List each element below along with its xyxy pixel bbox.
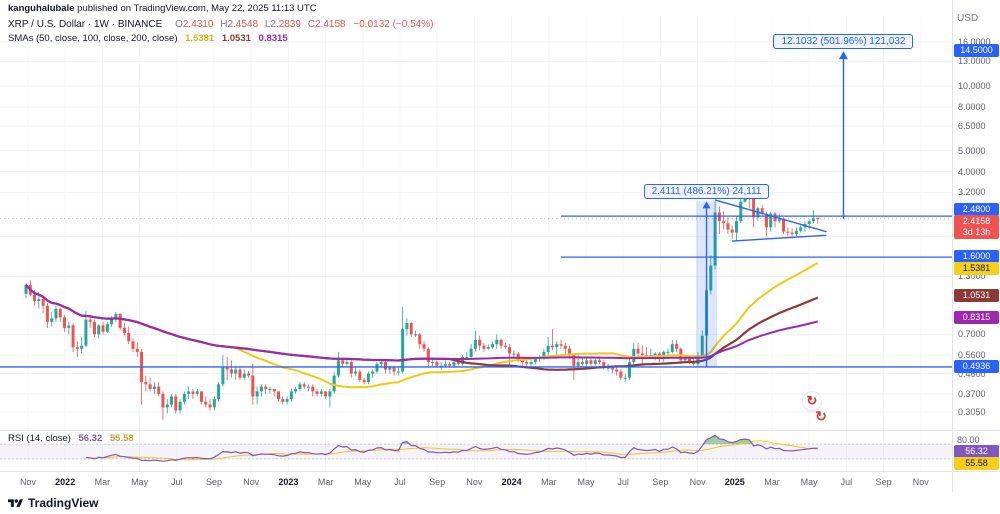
high-label: H (220, 19, 228, 30)
close-value: 2.4158 (315, 19, 346, 30)
symbol-legend[interactable]: XRP / U.S. Dollar · 1W · BINANCE O2.4310… (8, 19, 433, 30)
time-label-Nov: Nov (19, 477, 37, 487)
time-label-Nov: Nov (243, 477, 260, 487)
symbol-title[interactable]: XRP / U.S. Dollar · 1W · BINANCE (8, 19, 163, 30)
time-label-2023: 2023 (278, 477, 299, 487)
attribution-text: published on TradingView.com, May 22, 20… (74, 3, 317, 14)
price-tick-label: 0.3050 (958, 406, 986, 417)
time-label-Jul: Jul (617, 477, 629, 487)
price-badge-16000: 1.6000 (954, 250, 999, 264)
sma-label[interactable]: SMAs (50, close, 100, close, 200, close) (8, 33, 178, 44)
price-axis[interactable]: 16.0000 13.0000 10.0000 8.0000 6.5000 5.0000 4… (952, 0, 1000, 492)
price-badge-24800: 2.4800 (954, 203, 999, 217)
price-badge-10531: 1.0531 (954, 289, 999, 303)
price-tick-label: 3.2000 (958, 187, 986, 198)
close-label: C (307, 19, 316, 30)
author-link[interactable]: kanguhalubale (8, 3, 75, 14)
tradingview-logo[interactable]: TradingView (8, 496, 98, 510)
low-label: L (264, 19, 271, 30)
time-label-Nov: Nov (689, 477, 706, 487)
sma-legend[interactable]: SMAs (50, close, 100, close, 200, close)… (8, 33, 288, 44)
price-badge-145000: 14.5000 (954, 44, 999, 58)
time-label-Nov: Nov (912, 477, 929, 487)
price-badge-04936: 0.4936 (954, 359, 999, 373)
price-tick-label: 6.5000 (958, 121, 986, 132)
time-label-Sep: Sep (205, 477, 223, 487)
price-tick-label: 1.3000 (958, 271, 986, 282)
price-tick-label: 0.5600 (958, 350, 986, 361)
price-tick-label: 0.4600 (958, 368, 986, 379)
time-label-May: May (577, 477, 595, 487)
time-label-Jul: Jul (171, 477, 183, 487)
change-value: −0.0132 (−0.54%) (353, 19, 434, 30)
price-badge-3d13h: 3d 13h (954, 225, 999, 239)
time-label-Jul: Jul (394, 477, 406, 487)
projection-measurement-label[interactable]: 12.1032 (501.96%) 121,032 (773, 34, 914, 50)
price-badge-24158: 2.4158 (954, 214, 999, 228)
time-label-Mar: Mar (317, 477, 334, 487)
time-label-May: May (354, 477, 372, 487)
price-badge-08315: 0.8315 (954, 311, 999, 325)
price-tick-label: 13.0000 (958, 56, 991, 67)
time-label-Nov: Nov (466, 477, 483, 487)
attribution-line: kanguhalubale published on TradingView.c… (8, 3, 317, 14)
rsi-badge-5632: 56.32 (954, 445, 999, 459)
sma100-value: 1.0531 (221, 33, 251, 44)
rsi-badge-5558: 55.58 (954, 457, 999, 471)
refresh-arrows-sticker-icon[interactable]: ↻ (803, 392, 821, 410)
time-label-Mar: Mar (541, 477, 557, 487)
price-tick-label: 16.0000 (958, 37, 991, 47)
time-label-2025: 2025 (724, 477, 745, 487)
price-tick-label: 5.0000 (958, 145, 986, 156)
time-label-Sep: Sep (429, 477, 446, 487)
price-tick-label: 4.0000 (958, 166, 986, 177)
price-tick-label: 8.0000 (958, 101, 986, 112)
price-tick-label: 0.3700 (958, 388, 986, 399)
time-label-Jul: Jul (840, 477, 853, 487)
price-tick-label: 0.7000 (958, 329, 986, 340)
time-label-2024: 2024 (501, 477, 522, 487)
time-label-2022: 2022 (55, 477, 76, 487)
rsi-value: 56.32 (78, 433, 103, 444)
time-axis[interactable]: Nov 2022 Mar May Jul Sep Nov 2023 Mar May Jul Sep No… (0, 471, 1000, 494)
rsi-title[interactable]: RSI (14, close) (8, 433, 71, 444)
tradingview-brand-text: TradingView (28, 496, 99, 510)
open-value: 2.4310 (182, 19, 214, 30)
sma200-value: 0.8315 (258, 33, 288, 44)
rsi-ma-value: 55.58 (109, 433, 134, 444)
time-label-Sep: Sep (652, 477, 669, 487)
time-label-Sep: Sep (875, 477, 892, 487)
high-value: 2.4548 (227, 19, 259, 30)
price-badge-15381: 1.5381 (954, 261, 999, 275)
time-label-May: May (800, 477, 818, 487)
time-label-Mar: Mar (764, 477, 780, 487)
currency-label[interactable]: USD (957, 13, 979, 24)
range-measurement-label[interactable]: 2.4111 (486.21%) 24,111 (643, 184, 770, 200)
open-label: O (175, 19, 183, 30)
time-label-May: May (131, 477, 149, 487)
rsi-legend[interactable]: RSI (14, close) 56.32 55.58 (8, 433, 134, 444)
time-label-Mar: Mar (94, 477, 111, 487)
red-refresh-sticker-icon[interactable]: ↻ (815, 408, 827, 424)
tradingview-mark-icon (8, 498, 23, 507)
price-tick-label: 10.0000 (958, 80, 991, 91)
sma50-value: 1.5381 (185, 33, 215, 44)
rsi-axis-80-label: 80.00 (957, 435, 980, 446)
low-value: 2.2839 (270, 19, 301, 30)
